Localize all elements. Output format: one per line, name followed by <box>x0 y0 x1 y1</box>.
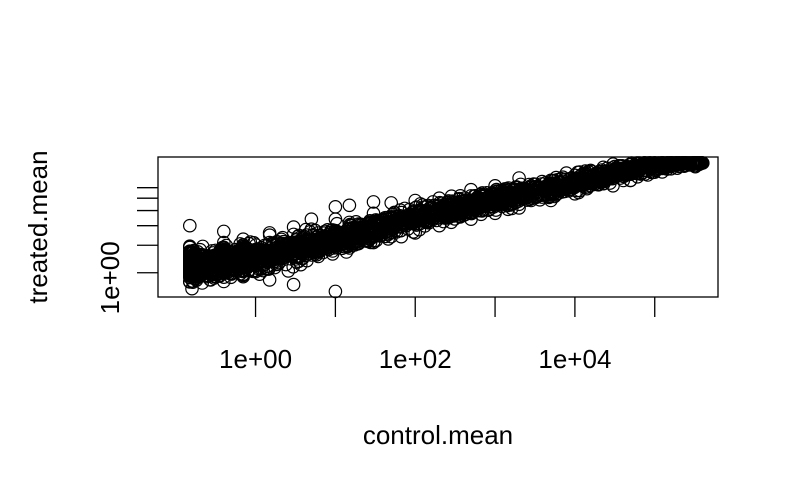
data-point <box>184 220 196 232</box>
points-layer <box>184 157 709 298</box>
x-tick-label: 1e+00 <box>219 344 292 374</box>
y-axis-label: treated.mean <box>23 150 53 303</box>
data-point <box>287 278 299 290</box>
y-axis: 1e+00 <box>95 188 158 315</box>
data-point <box>329 213 341 225</box>
x-tick-label: 1e+02 <box>379 344 452 374</box>
x-axis-label: control.mean <box>363 420 513 450</box>
x-tick-label: 1e+04 <box>538 344 611 374</box>
data-point <box>218 225 230 237</box>
x-axis: 1e+00 1e+02 1e+04 <box>219 297 655 374</box>
data-point <box>367 196 379 208</box>
data-point <box>329 201 341 213</box>
data-point <box>343 199 355 211</box>
y-tick-label: 1e+00 <box>95 241 125 314</box>
data-point <box>329 285 341 297</box>
